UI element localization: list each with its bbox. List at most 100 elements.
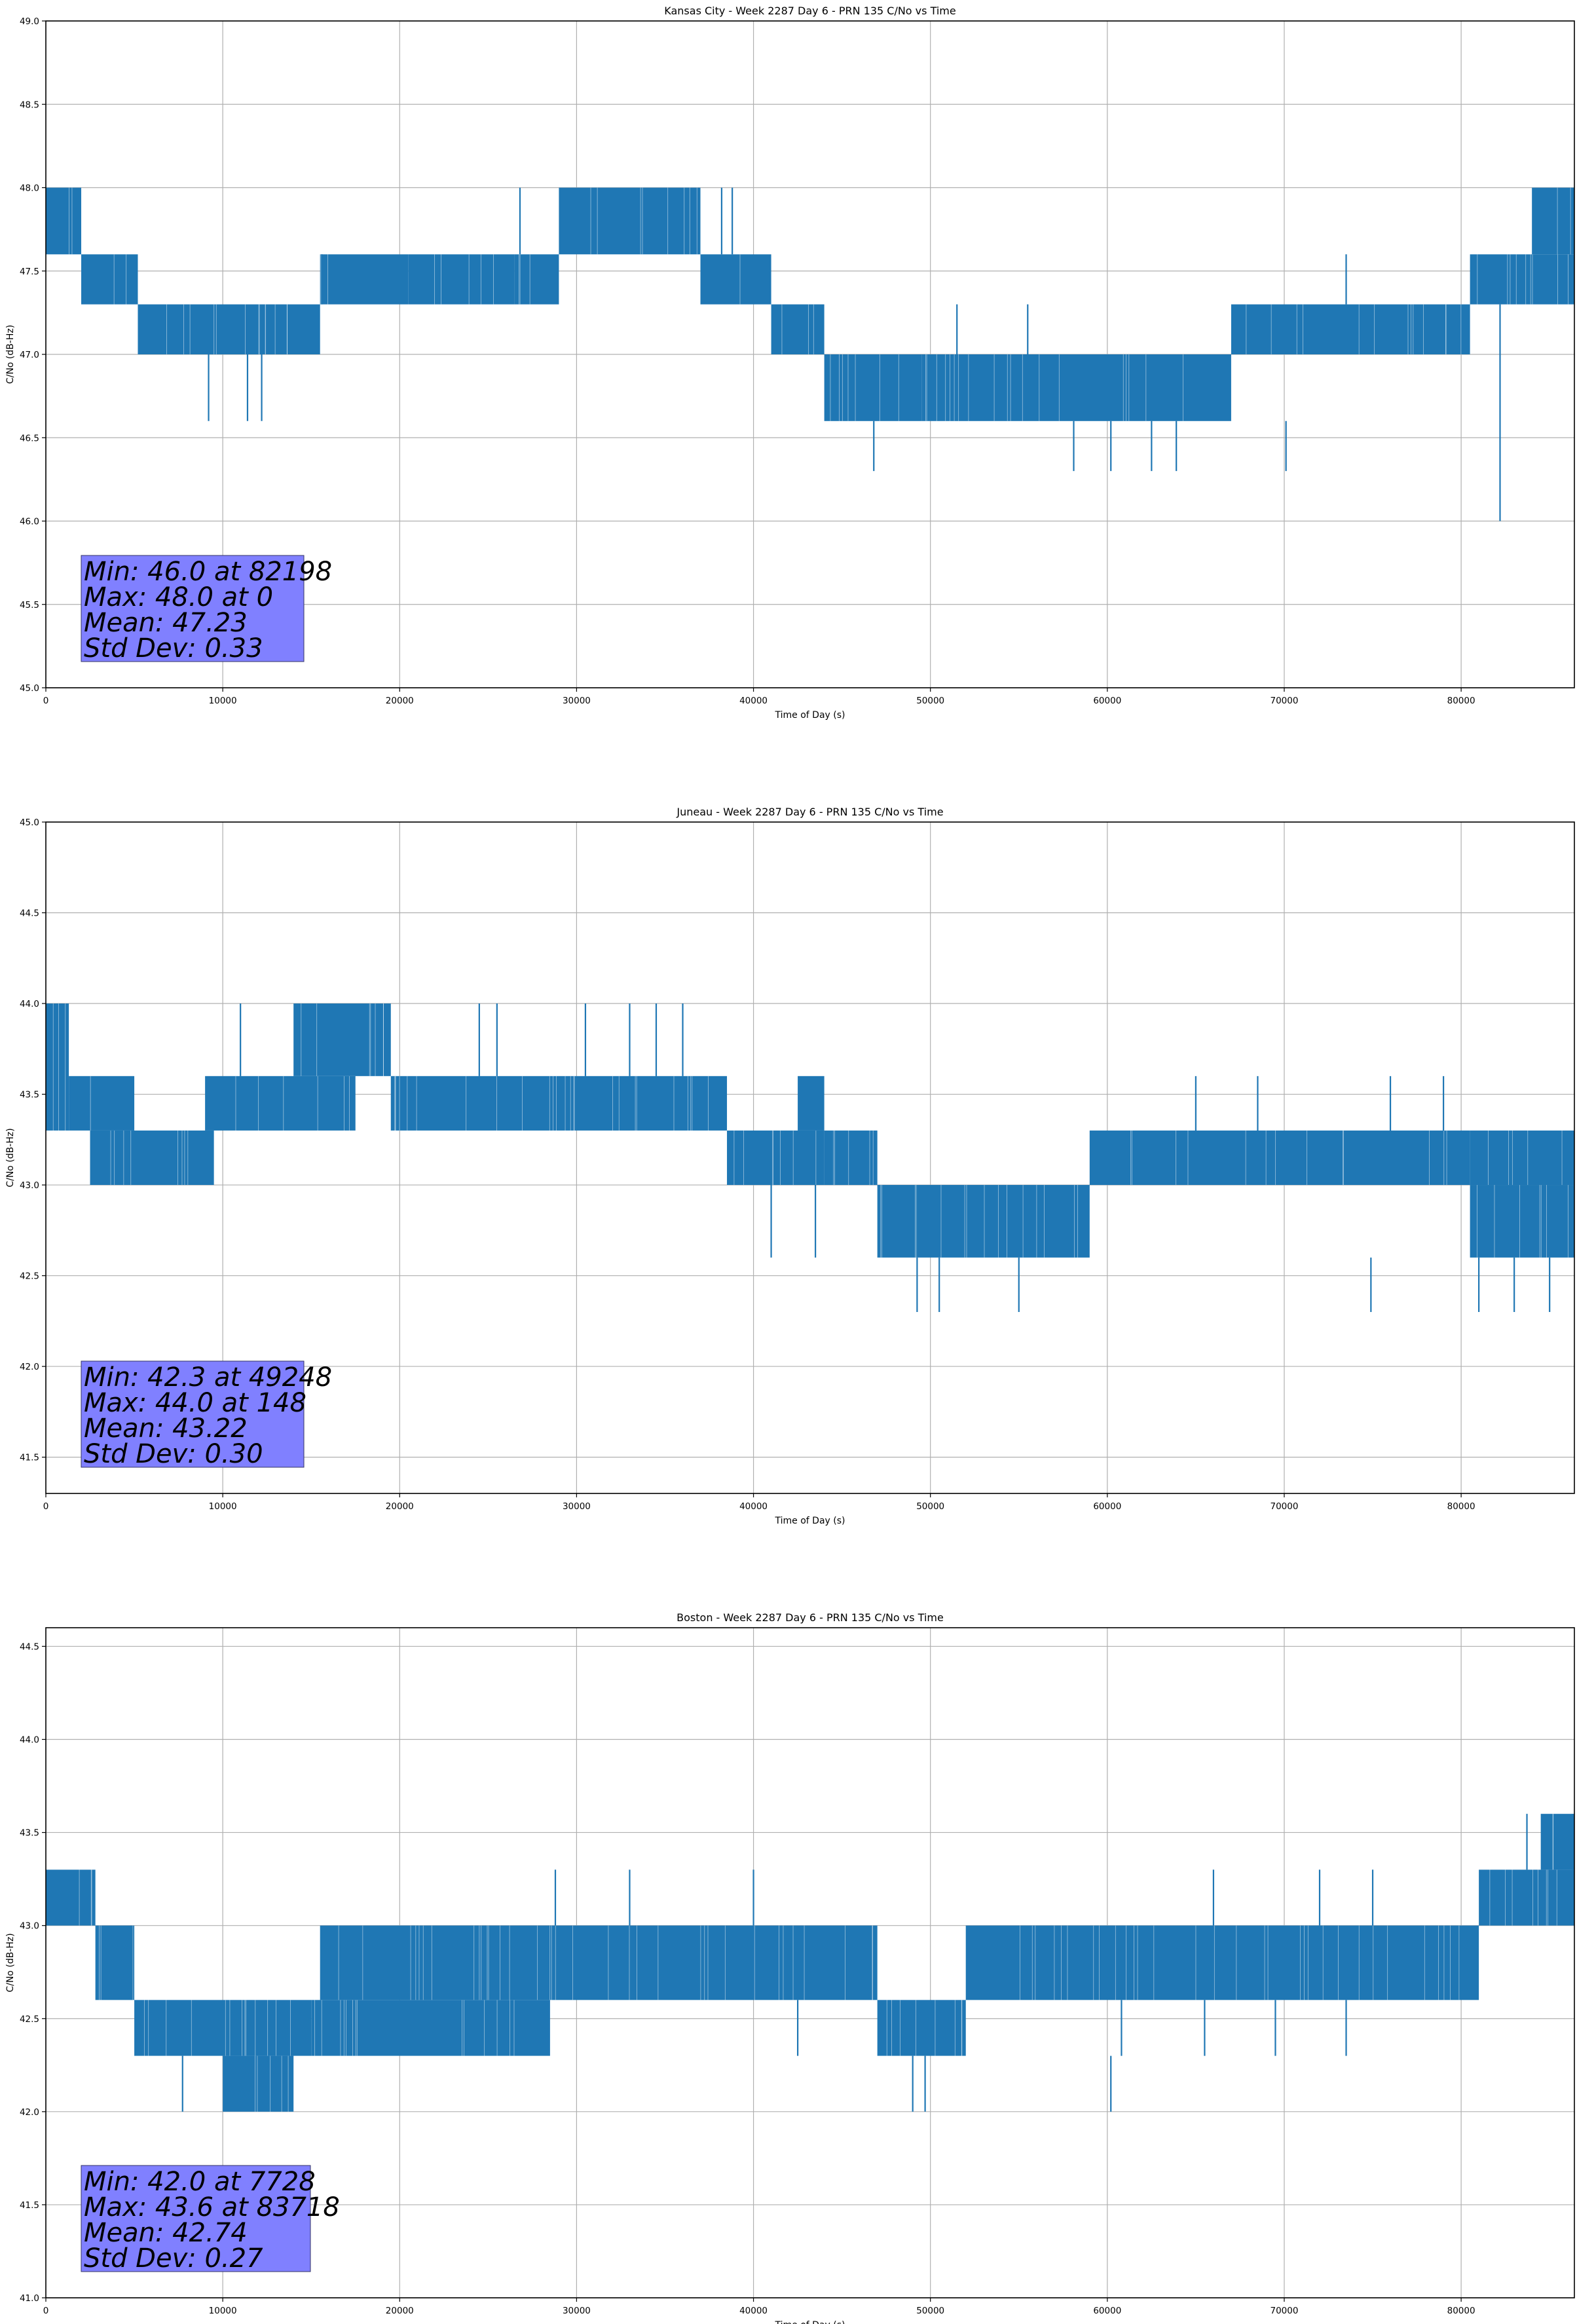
x-tick-label: 20000 — [386, 1501, 414, 1512]
signal-band — [134, 2000, 312, 2056]
stats-line: Max: 48.0 at 0 — [84, 582, 273, 612]
y-tick-label: 42.0 — [20, 2107, 39, 2118]
x-tick-label: 0 — [43, 1501, 49, 1512]
x-tick-label: 40000 — [739, 696, 768, 706]
y-tick-label: 43.5 — [20, 1828, 39, 1839]
signal-band — [223, 2055, 294, 2112]
plot-frame — [45, 821, 1575, 1494]
signal-band — [1479, 1869, 1574, 1926]
x-tick-label: 80000 — [1447, 2306, 1475, 2316]
signal-band — [1470, 1130, 1574, 1186]
x-tick-label: 10000 — [209, 696, 237, 706]
signal-band — [1470, 1185, 1574, 1258]
signal-band — [559, 187, 701, 255]
x-tick-label: 30000 — [563, 696, 591, 706]
y-tick-label: 46.5 — [20, 433, 39, 443]
chart-panel-1: 0 10000 20000 30000 40000 50000 60000 70000 8000… — [5, 806, 1575, 1526]
signal-band — [138, 304, 320, 354]
series-line — [46, 1003, 1574, 1312]
signal-band — [1470, 254, 1574, 305]
y-tick-label: 45.0 — [20, 683, 39, 694]
chart-panel-2: 0 10000 20000 30000 40000 50000 60000 70000 8000… — [5, 1611, 1575, 2324]
y-tick-label: 45.5 — [20, 600, 39, 610]
x-tick-label: 80000 — [1447, 1501, 1475, 1512]
y-tick-label: 41.5 — [20, 2200, 39, 2211]
y-tick-label: 43.0 — [20, 1180, 39, 1191]
x-tick-label: 0 — [43, 696, 49, 706]
stats-line: Std Dev: 0.27 — [84, 2243, 263, 2274]
signal-band — [824, 1130, 878, 1186]
signal-band — [514, 254, 559, 305]
stats-line: Mean: 43.22 — [84, 1414, 248, 1444]
signal-band — [877, 1185, 1090, 1258]
x-tick-label: 70000 — [1270, 2306, 1298, 2316]
signal-band — [90, 1076, 135, 1131]
y-tick-label: 47.0 — [20, 350, 39, 360]
x-tick-label: 70000 — [1270, 696, 1298, 706]
y-axis-label: C/No (dB-Hz) — [5, 1128, 16, 1187]
chart-title: Kansas City - Week 2287 Day 6 - PRN 135 … — [664, 5, 955, 17]
stats-box — [81, 555, 305, 662]
x-axis-label: Time of Day (s) — [775, 2320, 845, 2324]
y-tick-label: 42.5 — [20, 2014, 39, 2025]
x-axis-label: Time of Day (s) — [775, 710, 845, 721]
series-line — [46, 187, 1574, 521]
signal-band — [320, 254, 409, 305]
x-tick-label: 60000 — [1093, 1501, 1121, 1512]
y-tick-label: 47.5 — [20, 267, 39, 277]
signal-band — [311, 2000, 550, 2056]
chart-title: Boston - Week 2287 Day 6 - PRN 135 C/No … — [677, 1611, 944, 1624]
signal-band — [46, 1003, 69, 1131]
stats-line: Min: 42.3 at 49248 — [84, 1362, 332, 1393]
x-tick-label: 40000 — [739, 1501, 768, 1512]
x-tick-label: 0 — [43, 2306, 49, 2316]
x-tick-label: 10000 — [209, 2306, 237, 2316]
signal-band — [1231, 304, 1470, 354]
signal-band — [95, 1925, 135, 2000]
x-tick-label: 40000 — [739, 2306, 768, 2316]
y-tick-label: 43.5 — [20, 1090, 39, 1100]
x-tick-label: 60000 — [1093, 2306, 1121, 2316]
y-tick-label: 42.0 — [20, 1362, 39, 1372]
signal-band — [1532, 187, 1574, 255]
chart-title: Juneau - Week 2287 Day 6 - PRN 135 C/No … — [676, 806, 943, 818]
signal-band — [320, 1925, 550, 2000]
chart-panel-0: 0 10000 20000 30000 40000 50000 60000 70000 8000… — [5, 5, 1575, 721]
signal-band — [46, 187, 82, 255]
y-tick-label: 45.0 — [20, 817, 39, 828]
stats-box — [81, 1360, 305, 1468]
signal-band — [965, 1925, 1479, 2000]
x-axis-label: Time of Day (s) — [775, 1516, 845, 1526]
x-tick-label: 50000 — [916, 1501, 944, 1512]
series-line — [46, 1814, 1574, 2112]
signal-band — [798, 1076, 825, 1131]
x-tick-label: 20000 — [386, 2306, 414, 2316]
signal-band — [700, 254, 771, 305]
y-tick-label: 41.0 — [20, 2293, 39, 2304]
stats-line: Std Dev: 0.33 — [84, 633, 263, 664]
y-tick-label: 43.0 — [20, 1921, 39, 1932]
stats-line: Mean: 42.74 — [84, 2218, 248, 2248]
signal-band — [293, 1003, 391, 1076]
x-tick-label: 70000 — [1270, 1501, 1298, 1512]
signal-band — [824, 354, 922, 421]
signal-band — [549, 1925, 878, 2000]
y-tick-label: 48.0 — [20, 183, 39, 194]
y-tick-label: 44.5 — [20, 1641, 39, 1652]
y-tick-label: 41.5 — [20, 1453, 39, 1463]
y-tick-label: 44.5 — [20, 909, 39, 919]
signal-band — [81, 254, 138, 305]
x-tick-label: 20000 — [386, 696, 414, 706]
y-axis-label: C/No (dB-Hz) — [5, 1933, 16, 1992]
signal-band — [727, 1130, 825, 1186]
signal-band — [877, 2000, 966, 2056]
signal-band — [90, 1130, 214, 1186]
signal-band — [771, 304, 825, 354]
y-axis-label: C/No (dB-Hz) — [5, 325, 16, 384]
plot-frame — [45, 1627, 1575, 2298]
signal-band — [1540, 1814, 1574, 1870]
y-tick-label: 48.5 — [20, 100, 39, 110]
signal-band — [390, 1076, 728, 1131]
x-tick-label: 30000 — [563, 1501, 591, 1512]
